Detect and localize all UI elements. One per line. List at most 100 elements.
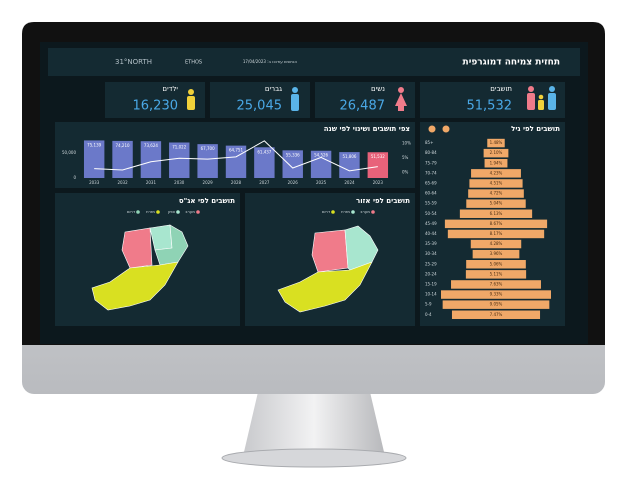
x-tick-label: 2032 bbox=[117, 180, 128, 185]
legend-label: מזרח bbox=[146, 209, 155, 214]
bar bbox=[459, 209, 533, 218]
bar bbox=[468, 189, 524, 198]
y-tick-label: 0-4 bbox=[425, 312, 432, 317]
kpi-row: תושבים 51,532 נשים 26,487 גברים 25,045 י… bbox=[105, 82, 565, 118]
legend-label: מערב bbox=[360, 209, 370, 214]
bar bbox=[254, 147, 275, 178]
y2-tick-label: 10% bbox=[402, 141, 411, 146]
kpi-label: תושבים bbox=[490, 85, 512, 93]
data-label: 5.06% bbox=[490, 261, 503, 266]
legend-label: דרום bbox=[322, 209, 331, 214]
bar bbox=[339, 152, 360, 178]
y-tick-label: 55-59 bbox=[425, 201, 437, 206]
y-tick-label: 40-44 bbox=[425, 231, 437, 236]
legend-label: מערב bbox=[185, 209, 195, 214]
data-label: 5.04% bbox=[490, 201, 503, 206]
stand-base bbox=[221, 448, 407, 468]
bar bbox=[447, 229, 545, 239]
y-tick-label: 5-9 bbox=[425, 302, 432, 307]
kpi-value: 51,532 bbox=[467, 99, 513, 114]
bar bbox=[367, 152, 389, 178]
bar bbox=[442, 300, 550, 309]
kpi-label: גברים bbox=[265, 85, 282, 93]
bar bbox=[282, 150, 303, 178]
logo2: ETHOS bbox=[185, 60, 202, 66]
y-tick-label: 80-84 bbox=[425, 150, 437, 155]
data-label: 55,336 bbox=[286, 152, 300, 157]
data-label: 67,700 bbox=[201, 146, 215, 151]
y-tick-label: 10-14 bbox=[425, 292, 437, 297]
kpi-label: נשים bbox=[371, 85, 385, 93]
header bbox=[48, 48, 580, 76]
y-tick-label: 50,000 bbox=[62, 150, 76, 155]
icon-family bbox=[527, 86, 556, 110]
x-tick-label: 2029 bbox=[203, 180, 214, 185]
y-tick-label: 30-34 bbox=[425, 251, 437, 256]
map-title: תושבים לפי אזור bbox=[356, 197, 410, 205]
legend-swatch bbox=[196, 210, 200, 214]
legend-swatch bbox=[371, 210, 375, 214]
y-tick-label: 25-29 bbox=[425, 261, 437, 266]
bar bbox=[471, 169, 521, 178]
bar bbox=[451, 310, 541, 319]
bar bbox=[197, 144, 218, 178]
data-label: 51,806 bbox=[342, 154, 356, 159]
bar bbox=[441, 290, 551, 299]
data-label: 61,437 bbox=[257, 149, 271, 154]
legend-swatch bbox=[331, 210, 335, 214]
data-label: 73,624 bbox=[144, 143, 158, 148]
x-tick-label: 2025 bbox=[316, 180, 327, 185]
x-tick-label: 2030 bbox=[174, 180, 185, 185]
chart-title: תושבים לפי גיל bbox=[511, 125, 560, 133]
y-tick-label: 65-69 bbox=[425, 180, 437, 185]
data-label: 4.23% bbox=[490, 170, 503, 175]
y-tick-label: 35-39 bbox=[425, 241, 437, 246]
y-tick-label: 15-19 bbox=[425, 281, 437, 286]
data-label: 51,532 bbox=[371, 154, 385, 159]
legend-swatch bbox=[351, 210, 355, 214]
y-tick-label: 85+ bbox=[425, 140, 433, 145]
bar bbox=[469, 179, 523, 188]
updated: הנתונים עודכנו ב: 17/04/2023 bbox=[243, 59, 298, 64]
data-label: 5.11% bbox=[490, 271, 503, 276]
data-label: 74,210 bbox=[116, 143, 130, 148]
kpi-value: 16,230 bbox=[133, 99, 179, 114]
line bbox=[94, 140, 378, 172]
chart-title: צפי תושבים ושינוי לפי שנה bbox=[324, 125, 410, 133]
y-tick-label: 75-79 bbox=[425, 160, 437, 165]
legend-label: מזרח bbox=[341, 209, 350, 214]
stand-neck bbox=[244, 392, 384, 452]
legend-swatch bbox=[156, 210, 160, 214]
data-label: 4.28% bbox=[490, 241, 503, 246]
data-label: 71,022 bbox=[172, 144, 186, 149]
kpi-value: 25,045 bbox=[237, 99, 283, 114]
filter-button[interactable] bbox=[442, 125, 450, 133]
bar bbox=[466, 260, 526, 269]
filter-button[interactable] bbox=[428, 125, 436, 133]
x-tick-label: 2033 bbox=[89, 180, 100, 185]
y-tick-label: 50-54 bbox=[425, 211, 437, 216]
x-tick-label: 2031 bbox=[146, 180, 157, 185]
bar bbox=[487, 138, 505, 148]
icon-child bbox=[187, 89, 195, 110]
legend-swatch bbox=[136, 210, 140, 214]
bar bbox=[310, 150, 332, 178]
bar bbox=[484, 159, 508, 168]
logo: 31°NORTH bbox=[115, 58, 152, 66]
x-tick-label: 2026 bbox=[288, 180, 299, 185]
y2-tick-label: 5% bbox=[402, 155, 409, 160]
data-label: 1.48% bbox=[490, 140, 503, 145]
data-label: 4.51% bbox=[490, 180, 503, 185]
x-tick-label: 2028 bbox=[231, 180, 242, 185]
icon-woman bbox=[395, 87, 407, 111]
x-tick-label: 2024 bbox=[344, 180, 355, 185]
data-label: 64,751 bbox=[229, 148, 243, 153]
x-tick-label: 2027 bbox=[259, 180, 270, 185]
data-label: 7.63% bbox=[490, 281, 503, 286]
data-label: 54,526 bbox=[314, 153, 328, 158]
y-tick-label: 45-49 bbox=[425, 221, 437, 226]
data-label: 2.10% bbox=[490, 150, 503, 155]
y-tick-label: 60-64 bbox=[425, 191, 437, 196]
bar bbox=[472, 249, 520, 259]
